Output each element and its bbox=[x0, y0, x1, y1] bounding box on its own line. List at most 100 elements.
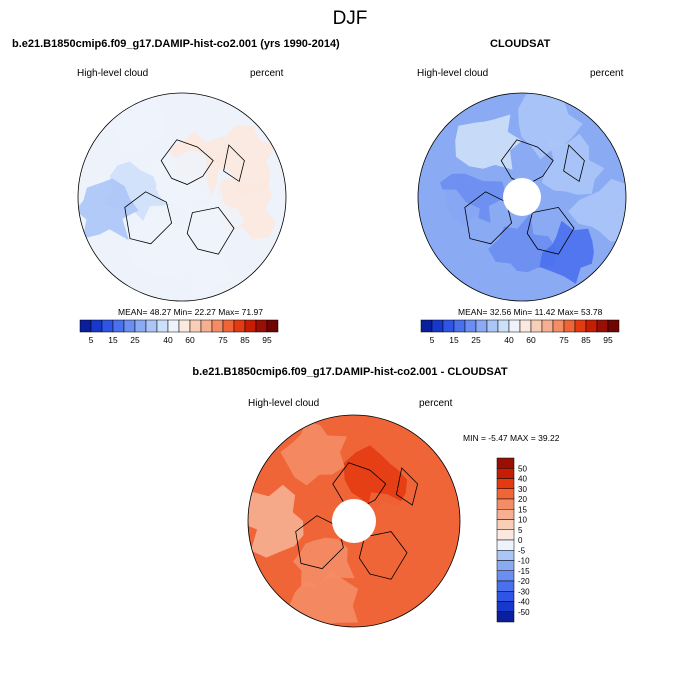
colorbar-tick-label: 5 bbox=[518, 526, 523, 535]
map-region-2 bbox=[488, 213, 557, 273]
colorbar-tick-label: 10 bbox=[518, 516, 527, 525]
colorbar-swatch bbox=[233, 319, 246, 333]
pole-hole bbox=[332, 499, 376, 543]
coastline-1 bbox=[464, 191, 513, 245]
colorbar-swatch bbox=[496, 509, 515, 520]
diff-min-value: -5.47 bbox=[488, 433, 508, 443]
colorbar-tick-label: -10 bbox=[518, 557, 530, 566]
colorbar-swatch bbox=[496, 611, 515, 623]
diff-variable-label: High-level cloud bbox=[248, 398, 320, 409]
coastline-3 bbox=[395, 467, 419, 506]
map-region-5 bbox=[280, 420, 347, 486]
colorbar-swatch bbox=[90, 319, 103, 333]
map-region-3 bbox=[293, 537, 355, 589]
colorbar-swatch bbox=[496, 580, 515, 592]
colorbar-swatch bbox=[530, 319, 543, 333]
colorbar-swatch bbox=[79, 319, 92, 333]
colorbar-tick-label: 20 bbox=[518, 495, 527, 504]
colorbar-tick-label: -5 bbox=[518, 546, 526, 555]
colorbar-tick-label: 85 bbox=[240, 335, 250, 345]
colorbar-tick-label: 40 bbox=[163, 335, 173, 345]
colorbar-swatch bbox=[442, 319, 455, 333]
map-region-2 bbox=[341, 534, 404, 602]
map-region-7 bbox=[568, 178, 626, 242]
obs-variable-label: High-level cloud bbox=[417, 68, 489, 79]
colorbar-swatch bbox=[156, 319, 169, 333]
coastline-1 bbox=[124, 191, 173, 245]
colorbar-swatch bbox=[134, 319, 147, 333]
map-region-9 bbox=[177, 235, 236, 298]
map-border bbox=[77, 92, 287, 302]
model-mean-label: MEAN= bbox=[118, 307, 148, 317]
obs-mean-value: 32.56 bbox=[489, 307, 512, 317]
colorbar-tick-label: -50 bbox=[518, 608, 530, 617]
colorbar-swatch bbox=[496, 601, 515, 612]
colorbar-swatch bbox=[552, 319, 565, 333]
colorbar-tick-label: 95 bbox=[262, 335, 272, 345]
coastline-2 bbox=[186, 206, 235, 255]
colorbar-tick-label: -30 bbox=[518, 587, 530, 596]
map-region-1 bbox=[423, 189, 480, 257]
colorbar-swatch bbox=[112, 319, 125, 333]
colorbar-swatch bbox=[453, 319, 466, 333]
map-region-4 bbox=[212, 125, 279, 196]
colorbar-swatch bbox=[596, 319, 609, 333]
colorbar-1: 5 15 25 40 60 75 85 95 bbox=[420, 319, 620, 345]
map-field bbox=[418, 93, 626, 301]
coastline-2 bbox=[526, 206, 575, 255]
colorbar-swatch bbox=[508, 319, 521, 333]
diff-units-label: percent bbox=[419, 398, 453, 409]
model-max-label: Max= bbox=[218, 307, 240, 317]
colorbar-0: 5 15 25 40 60 75 85 95 bbox=[79, 319, 279, 345]
colorbar-tick-label: 25 bbox=[471, 335, 481, 345]
colorbar-swatch bbox=[496, 539, 515, 551]
colorbar-tick-label: 60 bbox=[526, 335, 536, 345]
coastline-3 bbox=[563, 144, 585, 183]
map-border bbox=[247, 414, 461, 628]
pole-hole bbox=[503, 178, 541, 216]
colorbar-tick-label: -15 bbox=[518, 567, 530, 576]
model-max-value: 71.97 bbox=[241, 307, 263, 317]
coastline-2 bbox=[358, 531, 408, 580]
colorbar-swatch bbox=[486, 319, 499, 333]
colorbar-tick-label: 15 bbox=[108, 335, 118, 345]
colorbar-tick-label: -40 bbox=[518, 598, 530, 607]
diff-stats: MIN = -5.47 MAX = 39.22 bbox=[463, 433, 559, 443]
colorbar-swatch bbox=[496, 488, 515, 500]
model-mean-value: 48.27 bbox=[149, 307, 172, 317]
colorbar-swatch bbox=[475, 319, 488, 333]
coastline-3 bbox=[223, 144, 245, 183]
colorbar-swatch bbox=[431, 319, 444, 333]
colorbar-swatch bbox=[266, 319, 279, 333]
map-region-6 bbox=[455, 114, 523, 170]
obs-min-label: Min= bbox=[513, 307, 533, 317]
diff-max-value: 39.22 bbox=[538, 433, 560, 443]
coastline-0 bbox=[500, 139, 554, 185]
colorbar-swatch bbox=[519, 319, 532, 333]
polar-map-1 bbox=[417, 92, 627, 302]
polar-map-0 bbox=[77, 92, 287, 302]
colorbar-tick-label: 5 bbox=[430, 335, 435, 345]
colorbar-swatch bbox=[496, 591, 515, 602]
colorbar-tick-label: 75 bbox=[218, 335, 228, 345]
obs-max-label: Max= bbox=[557, 307, 579, 317]
obs-panel-title: CLOUDSAT bbox=[490, 38, 551, 50]
map-region-7 bbox=[150, 150, 213, 219]
map-region-8 bbox=[111, 96, 165, 154]
colorbar-swatch bbox=[563, 319, 576, 333]
colorbar-swatch bbox=[585, 319, 598, 333]
diff-min-label: MIN = bbox=[463, 433, 486, 443]
colorbar-swatch bbox=[496, 519, 515, 530]
colorbar-swatch bbox=[464, 319, 477, 333]
colorbar-tick-label: 5 bbox=[89, 335, 94, 345]
colorbar-swatch bbox=[211, 319, 224, 333]
map-region-6 bbox=[181, 187, 245, 248]
map-region-3 bbox=[539, 220, 594, 284]
colorbar-swatch bbox=[222, 319, 235, 333]
coastline-1 bbox=[295, 515, 344, 570]
page-title: DJF bbox=[332, 8, 368, 29]
map-region-7 bbox=[289, 570, 359, 626]
colorbar-swatch bbox=[145, 319, 158, 333]
model-min-value: 22.27 bbox=[194, 307, 216, 317]
polar-map-2 bbox=[247, 414, 461, 628]
